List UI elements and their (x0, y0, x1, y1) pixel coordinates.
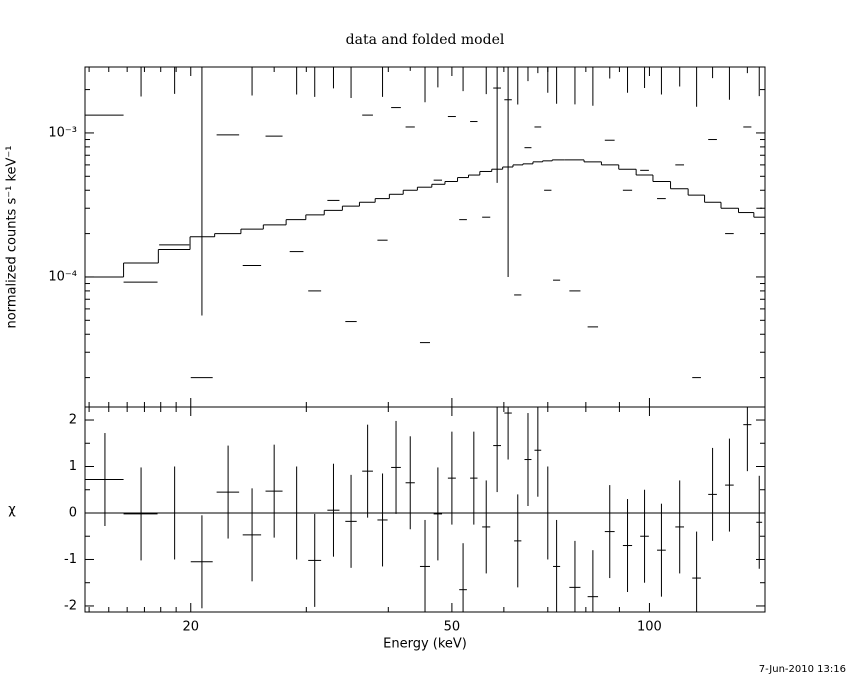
y-axis-label: normalized counts s⁻¹ keV⁻¹ (5, 146, 20, 329)
top-plot (85, 67, 765, 379)
y-tick-label: 10⁻⁴ (48, 269, 77, 284)
y-tick-label: 1 (69, 459, 77, 474)
y-tick-label: 2 (69, 413, 77, 428)
x-axis-label: Energy (keV) (383, 637, 467, 652)
y-tick-label: 10⁻³ (48, 125, 77, 140)
y-tick-label: 0 (69, 505, 77, 520)
x-tick-label: 50 (444, 620, 461, 635)
chart-title: data and folded model (346, 32, 505, 48)
y-axis-label: χ (8, 503, 16, 518)
timestamp: 7-Jun-2010 13:16 (759, 664, 846, 675)
x-tick-label: 100 (637, 620, 662, 635)
y-tick-label: -1 (64, 552, 77, 567)
x-tick-label: 20 (182, 620, 199, 635)
top-frame (84, 66, 766, 408)
bottom-plot (85, 407, 765, 612)
y-tick-label: -2 (64, 598, 77, 613)
